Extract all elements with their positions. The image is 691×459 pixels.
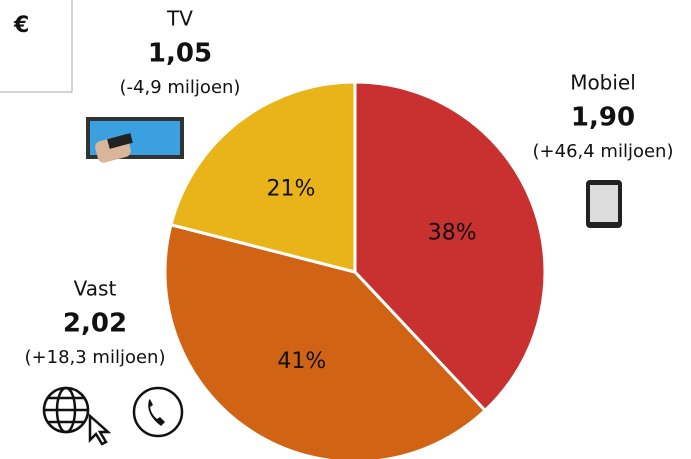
box [0, 0, 73, 93]
category-name: Mobiel [570, 71, 636, 95]
tablet-icon [586, 180, 622, 228]
category-name: TV [166, 7, 193, 31]
phone-icon [132, 386, 184, 438]
amount: 1,90 [571, 103, 635, 133]
value-label: 41% [277, 349, 326, 374]
box-text: € [13, 13, 29, 38]
amount: 1,05 [148, 39, 212, 69]
change: (+46,4 miljoen) [533, 141, 674, 162]
tv-icon [86, 117, 184, 163]
slice [353, 80, 547, 413]
slice [169, 80, 357, 274]
globe-icon [42, 386, 112, 446]
value-label: 21% [266, 176, 315, 201]
amount: 2,02 [63, 309, 127, 339]
change: (-4,9 miljoen) [120, 77, 241, 98]
value-label: 38% [428, 221, 477, 246]
category-name: Vast [74, 277, 117, 301]
slice [163, 222, 488, 459]
change: (+18,3 miljoen) [25, 347, 166, 368]
